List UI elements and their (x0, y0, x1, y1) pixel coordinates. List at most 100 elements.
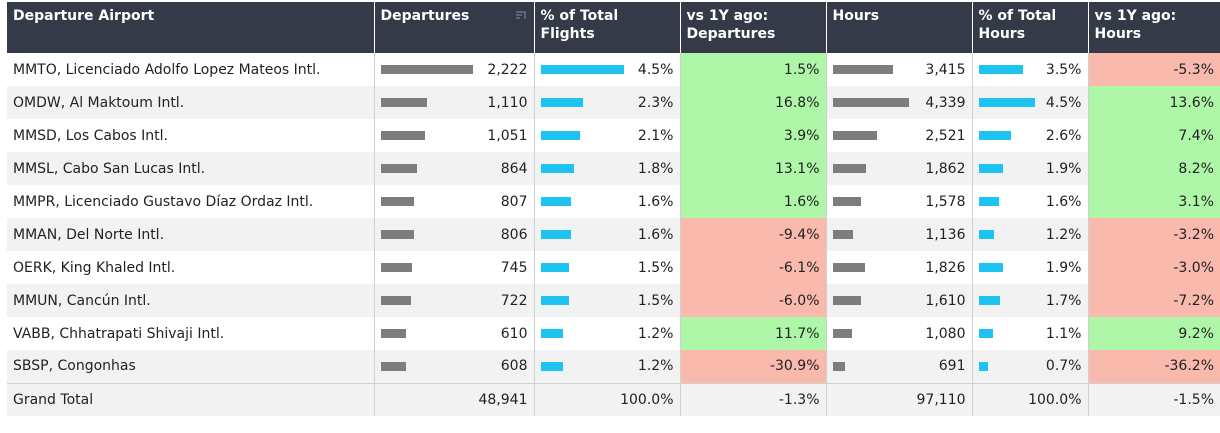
table-row[interactable]: MMUN, Cancún Intl. 722 1.5% -6.0% 1,610 1.7% -… (7, 284, 1220, 317)
pct-flights-cell-value: 2.1% (637, 127, 674, 144)
airport-name: MMTO, Licenciado Adolfo Lopez Mateos Int… (7, 53, 375, 86)
yoy-departures-cell: 16.8% (680, 86, 827, 119)
yoy-hours-cell: -3.2% (1088, 218, 1220, 251)
table-row[interactable]: OMDW, Al Maktoum Intl. 1,110 2.3% 16.8% 4,33… (7, 86, 1220, 119)
table-row[interactable]: MMAN, Del Norte Intl. 806 1.6% -9.4% 1,136 1.… (7, 218, 1220, 251)
total-yoy-departures: -1.3% (680, 382, 827, 416)
hours-cell: 1,610 (826, 284, 973, 317)
hours-cell: 1,136 (826, 218, 973, 251)
header-departures[interactable]: Departures (374, 2, 535, 53)
yoy-departures-cell: 13.1% (680, 152, 827, 185)
yoy-hours-cell: 7.4% (1088, 119, 1220, 152)
header-pct-flights[interactable]: % of Total Flights (534, 2, 681, 53)
hours-cell-value: 3,415 (925, 61, 966, 78)
hours-cell-value: 1,578 (925, 193, 966, 210)
yoy-hours-cell: -3.0% (1088, 251, 1220, 284)
pct-flights-cell-value: 1.5% (637, 292, 674, 309)
yoy-departures-cell: 1.6% (680, 185, 827, 218)
airport-name: MMSD, Los Cabos Intl. (7, 119, 375, 152)
pct-flights-cell-value: 2.3% (637, 94, 674, 111)
departures-cell: 608 (374, 350, 535, 383)
grand-total-row: Grand Total 48,941 100.0% -1.3% 97,110 1… (7, 382, 1220, 416)
pct-hours-cell-bar (978, 98, 1035, 107)
pct-hours-cell-bar (978, 164, 1003, 173)
pct-hours-cell-value: 1.1% (1045, 325, 1082, 342)
pct-flights-cell: 4.5% (534, 53, 681, 86)
departures-cell-bar (380, 361, 406, 371)
yoy-hours-cell: 3.1% (1088, 185, 1220, 218)
table-row[interactable]: VABB, Chhatrapati Shivaji Intl. 610 1.2% 11… (7, 317, 1220, 350)
yoy-hours-cell: -5.3% (1088, 53, 1220, 86)
header-hours[interactable]: Hours (826, 2, 973, 53)
pct-flights-cell: 1.6% (534, 185, 681, 218)
pct-hours-cell-bar (978, 296, 1000, 305)
departures-cell: 864 (374, 152, 535, 185)
table-row[interactable]: MMTO, Licenciado Adolfo Lopez Mateos Int… (7, 53, 1220, 86)
table-row[interactable]: MMPR, Licenciado Gustavo Díaz Ordaz Intl… (7, 185, 1220, 218)
departures-cell-bar (380, 329, 406, 338)
hours-cell-bar (832, 361, 845, 371)
departures-cell-bar (380, 98, 427, 107)
departures-cell-bar (380, 230, 414, 239)
table-row[interactable]: MMSL, Cabo San Lucas Intl. 864 1.8% 13.1% 1,… (7, 152, 1220, 185)
yoy-departures-cell: -6.0% (680, 284, 827, 317)
pct-flights-cell-bar (540, 230, 571, 239)
hours-cell: 1,080 (826, 317, 973, 350)
hours-cell-value: 1,826 (925, 259, 966, 276)
airport-name: OMDW, Al Maktoum Intl. (7, 86, 375, 119)
hours-cell: 691 (826, 350, 973, 383)
table-row[interactable]: OERK, King Khaled Intl. 745 1.5% -6.1% 1,826… (7, 251, 1220, 284)
pct-flights-cell-bar (540, 197, 571, 206)
hours-cell: 3,415 (826, 53, 973, 86)
sort-descending-icon[interactable] (514, 9, 526, 21)
total-label: Grand Total (7, 382, 375, 416)
header-yoy-hours[interactable]: vs 1Y ago: Hours (1088, 2, 1220, 53)
pct-hours-cell-bar (978, 131, 1011, 140)
pct-flights-cell-value: 1.6% (637, 226, 674, 243)
airport-name: MMPR, Licenciado Gustavo Díaz Ordaz Intl… (7, 185, 375, 218)
pct-flights-cell-bar (540, 98, 583, 107)
table-row[interactable]: SBSP, Congonhas 608 1.2% -30.9% 691 0.7% -36.2… (7, 350, 1220, 383)
hours-cell: 1,826 (826, 251, 973, 284)
pct-flights-cell: 1.6% (534, 218, 681, 251)
pct-flights-cell-value: 1.2% (637, 358, 674, 375)
hours-cell-bar (832, 98, 909, 107)
pct-hours-cell: 4.5% (972, 86, 1089, 119)
total-yoy-hours: -1.5% (1088, 382, 1220, 416)
pct-hours-cell-value: 1.9% (1045, 160, 1082, 177)
total-hours: 97,110 (826, 382, 973, 416)
pct-flights-cell-value: 1.2% (637, 325, 674, 342)
pct-hours-cell-bar (978, 329, 993, 338)
departures-cell-bar (380, 164, 417, 173)
airport-name: SBSP, Congonhas (7, 350, 375, 383)
pct-hours-cell-value: 0.7% (1045, 358, 1082, 375)
yoy-departures-cell: -30.9% (680, 350, 827, 383)
pct-hours-cell: 1.1% (972, 317, 1089, 350)
yoy-hours-cell: 13.6% (1088, 86, 1220, 119)
hours-cell-bar (832, 197, 861, 206)
departures-cell: 610 (374, 317, 535, 350)
departures-cell-value: 1,110 (487, 94, 528, 111)
hours-cell-value: 1,080 (925, 325, 966, 342)
header-yoy-departures[interactable]: vs 1Y ago: Departures (680, 2, 827, 53)
hours-cell-bar (832, 230, 853, 239)
pct-hours-cell-value: 1.7% (1045, 292, 1082, 309)
table-row[interactable]: MMSD, Los Cabos Intl. 1,051 2.1% 3.9% 2,521 2… (7, 119, 1220, 152)
pct-flights-cell-value: 1.5% (637, 259, 674, 276)
yoy-departures-cell: -9.4% (680, 218, 827, 251)
departures-cell-bar (380, 296, 411, 305)
pct-flights-cell-bar (540, 329, 563, 338)
departures-cell: 1,051 (374, 119, 535, 152)
hours-cell-bar (832, 263, 865, 272)
pct-flights-cell-bar (540, 65, 624, 74)
departures-cell-bar (380, 197, 414, 206)
yoy-departures-cell: -6.1% (680, 251, 827, 284)
pct-hours-cell-value: 2.6% (1045, 127, 1082, 144)
pct-flights-cell-bar (540, 164, 574, 173)
header-departure-airport[interactable]: Departure Airport (7, 2, 375, 53)
yoy-hours-cell: -7.2% (1088, 284, 1220, 317)
pct-flights-cell-value: 4.5% (637, 61, 674, 78)
airport-name: OERK, King Khaled Intl. (7, 251, 375, 284)
airport-departures-table: Departure Airport Departures % of Total … (7, 2, 1220, 416)
header-pct-hours[interactable]: % of Total Hours (972, 2, 1089, 53)
